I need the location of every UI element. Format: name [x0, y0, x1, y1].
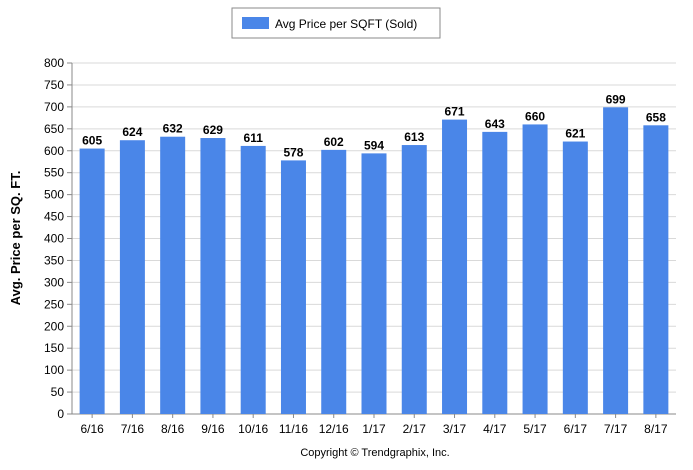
x-tick-label: 10/16 — [238, 422, 268, 436]
x-tick-label: 2/17 — [403, 422, 427, 436]
x-tick-label: 6/16 — [80, 422, 104, 436]
bar — [643, 125, 669, 415]
x-tick-label: 7/17 — [604, 422, 628, 436]
y-tick-label: 800 — [44, 56, 64, 70]
y-tick-label: 0 — [57, 407, 64, 421]
y-tick-label: 250 — [44, 297, 64, 311]
y-tick-label: 200 — [44, 319, 64, 333]
data-label: 611 — [244, 131, 264, 145]
y-tick-label: 600 — [44, 144, 64, 158]
data-label: 660 — [525, 109, 545, 123]
data-label: 629 — [203, 123, 223, 137]
bar-layer — [79, 107, 669, 415]
y-tick-label: 750 — [44, 78, 64, 92]
data-label: 613 — [404, 130, 424, 144]
x-tick-label: 8/16 — [161, 422, 185, 436]
y-tick-label: 50 — [51, 385, 65, 399]
bar — [160, 136, 186, 414]
x-tick-label: 5/17 — [523, 422, 547, 436]
y-tick-label: 400 — [44, 232, 64, 246]
bar — [562, 141, 588, 414]
x-tick-label: 8/17 — [644, 422, 668, 436]
data-label: 671 — [445, 105, 465, 119]
data-label: 621 — [565, 127, 585, 141]
data-label: 594 — [364, 138, 384, 152]
bar — [240, 145, 266, 414]
bar — [119, 140, 145, 414]
legend-label: Avg Price per SQFT (Sold) — [275, 17, 417, 31]
x-tick-label: 12/16 — [319, 422, 349, 436]
bar — [401, 145, 427, 414]
y-tick-label: 100 — [44, 363, 64, 377]
x-tick-label: 6/17 — [564, 422, 588, 436]
y-tick-label: 450 — [44, 210, 64, 224]
data-label: 658 — [646, 110, 666, 124]
data-label: 624 — [122, 125, 142, 139]
bar — [442, 119, 468, 414]
y-tick-label: 700 — [44, 100, 64, 114]
bar — [79, 148, 105, 414]
bar — [603, 107, 629, 414]
data-label: 643 — [485, 117, 505, 131]
bar — [361, 153, 387, 414]
x-tick-label: 11/16 — [279, 422, 308, 436]
data-label: 602 — [324, 135, 344, 149]
bar — [200, 138, 226, 414]
data-label: 605 — [82, 134, 102, 148]
copyright-text: Copyright © Trendgraphix, Inc. — [300, 447, 449, 459]
y-tick-label: 300 — [44, 275, 64, 289]
data-label: 578 — [283, 145, 303, 159]
x-tick-label: 7/16 — [121, 422, 145, 436]
label-layer: 605 624 632 629 611 578 602 594 613 671 643 660 621 6… — [82, 92, 666, 159]
bar — [280, 160, 306, 414]
legend-swatch — [242, 17, 269, 29]
x-tick-label: 1/17 — [362, 422, 386, 436]
x-tick-label: 9/16 — [201, 422, 225, 436]
bar — [522, 124, 548, 415]
y-tick-label: 550 — [44, 166, 64, 180]
data-label: 632 — [163, 122, 183, 136]
y-tick-label: 500 — [44, 188, 64, 202]
bar — [321, 149, 347, 414]
y-tick-label: 350 — [44, 253, 64, 267]
x-tick-label: 4/17 — [483, 422, 507, 436]
x-tick-label: 3/17 — [443, 422, 467, 436]
legend: Avg Price per SQFT (Sold) — [231, 7, 441, 39]
data-label: 699 — [606, 92, 626, 106]
bar — [482, 131, 508, 415]
y-axis-title: Avg. Price per SQ. FT. — [8, 171, 23, 306]
y-tick-label: 150 — [44, 341, 64, 355]
y-tick-label: 650 — [44, 122, 64, 136]
